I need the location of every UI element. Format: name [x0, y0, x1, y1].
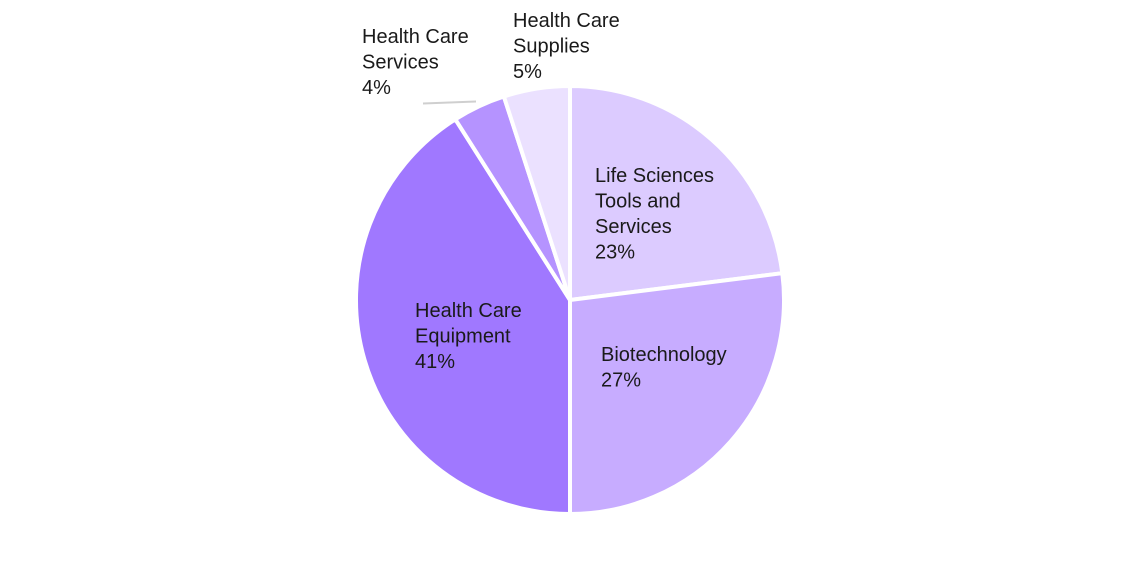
slice-label-health-care-equipment: Health Care Equipment 41% — [415, 300, 522, 373]
slice-labels: Life Sciences Tools and Services 23% Biotech… — [362, 10, 727, 392]
slice-label-health-care-services: Health Care Services 4% — [362, 26, 469, 99]
slice-label-biotechnology: Biotechnology 27% — [601, 344, 727, 392]
pie-slice-life-sciences-tools-and-services — [568, 84, 785, 302]
pie-slice-health-care-supplies — [501, 84, 572, 302]
pie-slice-biotechnology — [568, 271, 786, 516]
slice-label-health-care-supplies: Health Care Supplies 5% — [513, 10, 620, 83]
slice-label-life-sciences-tools-and-services: Life Sciences Tools and Services 23% — [595, 165, 714, 264]
pie-slices — [353, 84, 786, 516]
leader-line-health-care-services — [422, 100, 477, 105]
